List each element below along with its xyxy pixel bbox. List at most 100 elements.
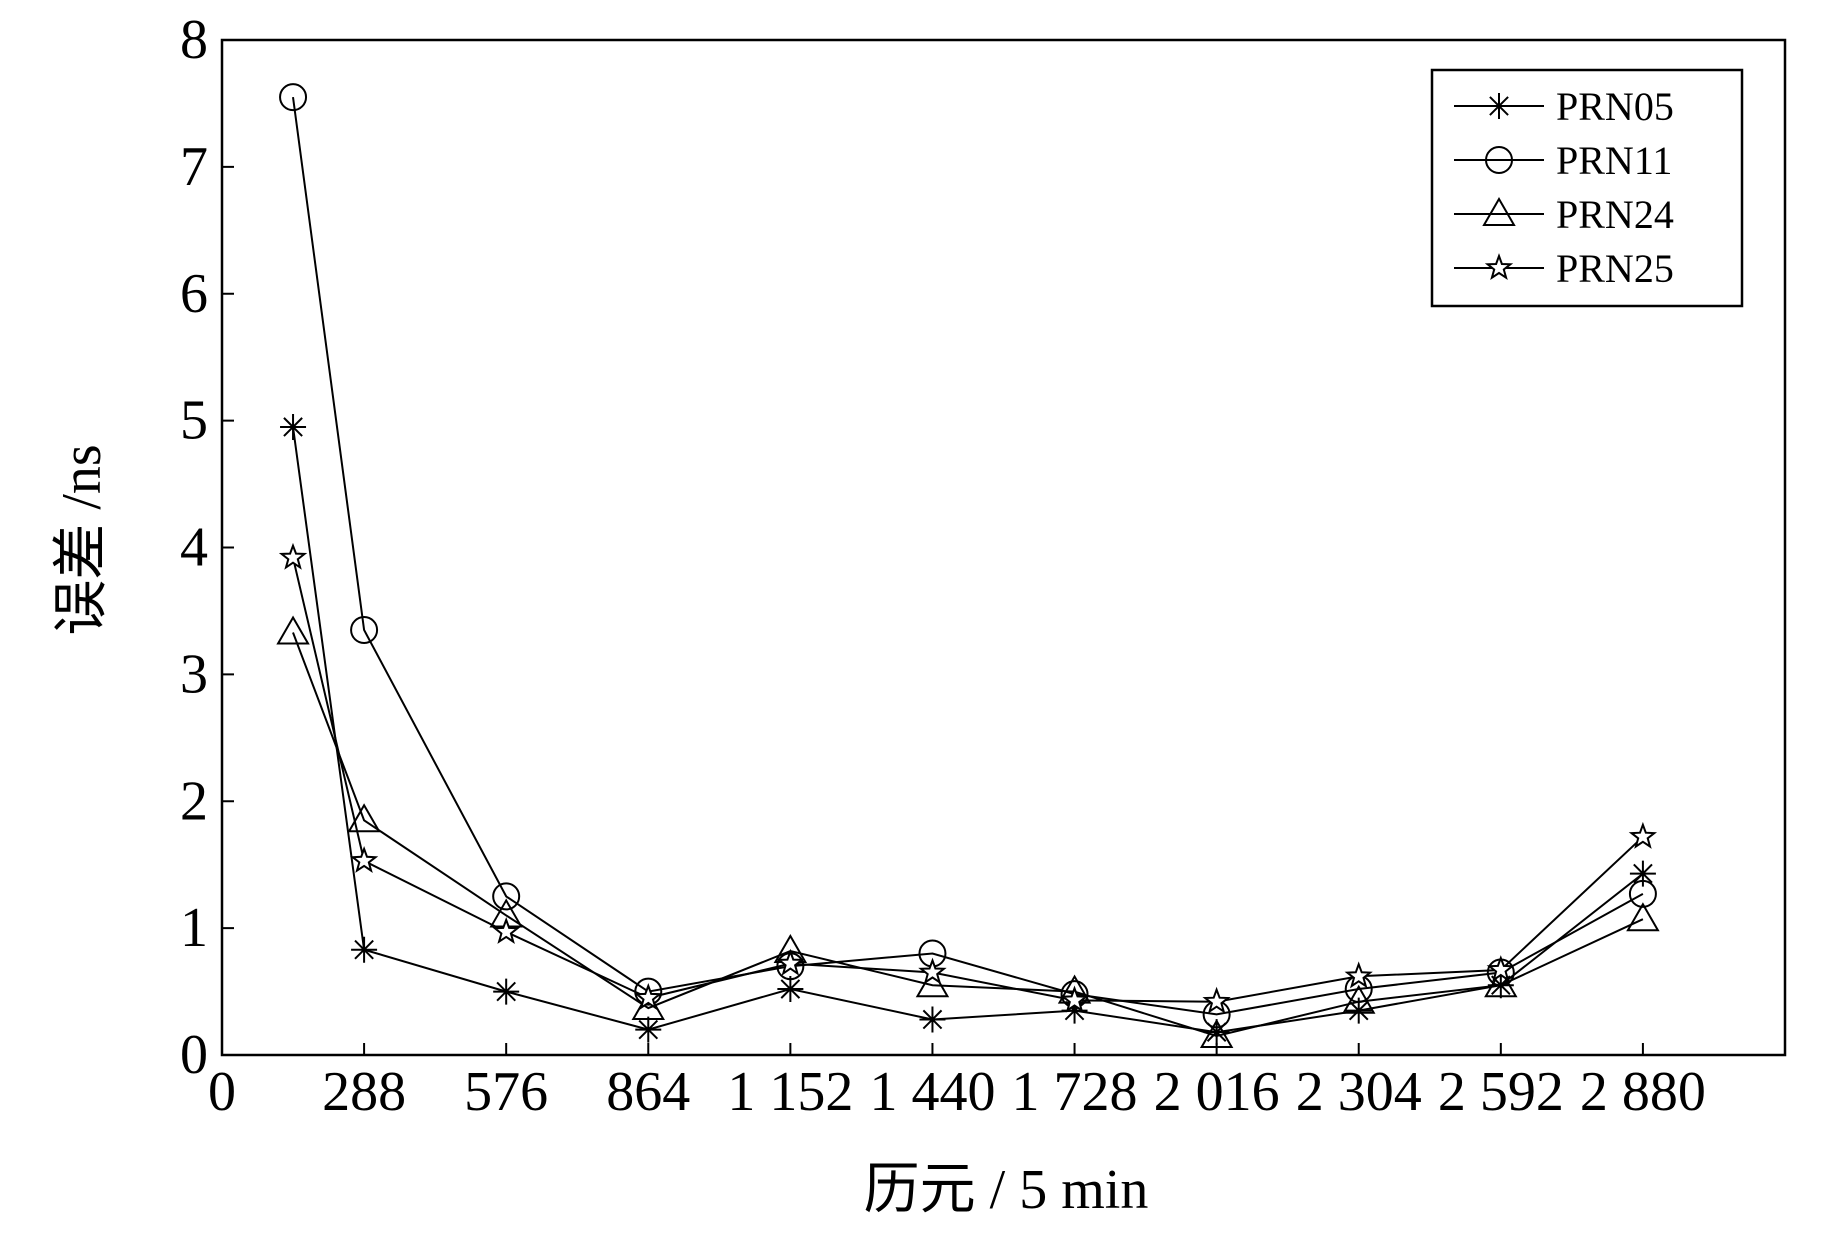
marker-star	[776, 948, 805, 976]
legend-marker-prn05	[1486, 93, 1512, 119]
marker-star	[1344, 961, 1373, 989]
legend: PRN05 PRN11 PRN24 PRN25	[1430, 68, 1744, 308]
data-point-prn05	[919, 1006, 946, 1033]
series-line-prn25	[292, 557, 1644, 1003]
y-tick-label: 5	[180, 390, 208, 452]
legend-item-prn25: PRN25	[1454, 246, 1674, 291]
marker-circle	[350, 615, 379, 644]
marker-triangle	[1341, 984, 1376, 1014]
marker-star	[634, 983, 663, 1010]
data-point-prn25	[278, 542, 308, 570]
marker-circle	[279, 83, 308, 112]
legend-marker-prn11	[1485, 146, 1513, 174]
series-line-prn11	[292, 96, 1644, 1016]
data-point-prn25	[1486, 955, 1515, 983]
data-point-prn05	[351, 936, 378, 963]
y-tick-label: 7	[180, 136, 208, 198]
series-line-prn05	[292, 426, 1644, 1034]
marker-triangle	[1484, 968, 1518, 998]
legend-item-prn05: PRN05	[1454, 84, 1674, 129]
legend-marker-prn24	[1482, 196, 1516, 226]
marker-star	[1486, 955, 1515, 983]
marker-star	[278, 542, 308, 570]
data-point-prn24	[1484, 968, 1518, 998]
data-point-prn05	[493, 978, 520, 1005]
data-point-prn05	[1061, 997, 1088, 1024]
x-tick-label: 0	[208, 1061, 236, 1123]
marker-asterisk	[1203, 1019, 1230, 1046]
marker-circle	[1485, 146, 1513, 174]
data-point-prn05	[777, 976, 804, 1003]
marker-star	[1628, 821, 1658, 849]
data-point-prn25	[349, 845, 379, 873]
marker-circle	[1060, 980, 1089, 1009]
x-axis-label: 历元 / 5 min	[864, 1159, 1149, 1221]
x-tick-label: 864	[606, 1061, 690, 1123]
y-tick-label: 4	[180, 517, 208, 579]
y-tick-label: 2	[180, 770, 208, 832]
data-point-prn25	[492, 917, 521, 944]
marker-triangle	[1199, 1018, 1234, 1048]
legend-label-prn25: PRN25	[1556, 246, 1674, 291]
series-layer	[276, 83, 1660, 1048]
data-point-prn05	[635, 1016, 662, 1043]
x-tick-label: 288	[322, 1061, 406, 1123]
data-point-prn11	[350, 615, 379, 644]
data-point-prn05	[280, 413, 307, 440]
data-point-prn24	[1199, 1018, 1234, 1048]
data-point-prn25	[1628, 821, 1658, 849]
marker-asterisk	[919, 1006, 946, 1033]
marker-star	[1202, 986, 1231, 1014]
x-tick-label: 1 728	[1012, 1061, 1138, 1123]
x-tick-label: 2 880	[1580, 1061, 1706, 1123]
marker-asterisk	[280, 413, 307, 440]
data-point-prn05	[1203, 1019, 1230, 1046]
x-tick-label: 1 152	[727, 1061, 853, 1123]
data-point-prn05	[1629, 860, 1656, 887]
marker-circle	[1628, 879, 1657, 908]
marker-triangle	[276, 615, 310, 645]
legend-label-prn24: PRN24	[1556, 192, 1674, 237]
series-line-prn24	[292, 632, 1644, 1038]
y-tick-label: 3	[180, 643, 208, 705]
marker-asterisk	[1061, 997, 1088, 1024]
x-tick-label: 2 304	[1296, 1061, 1422, 1123]
data-point-prn05	[1345, 997, 1372, 1024]
legend-label-prn05: PRN05	[1556, 84, 1674, 129]
data-point-prn25	[918, 957, 947, 985]
y-tick-label: 6	[180, 263, 208, 325]
data-point-prn25	[776, 948, 805, 976]
marker-asterisk	[1486, 93, 1512, 119]
marker-triangle	[1482, 196, 1516, 226]
y-axis-label: 误差 /ns	[51, 444, 113, 635]
data-point-prn24	[347, 803, 381, 833]
marker-star	[492, 917, 521, 944]
marker-asterisk	[493, 978, 520, 1005]
axes: 0 288 576 864 1 152 1 440 1 728 2 016 2 304 2 592…	[180, 9, 1787, 1123]
marker-asterisk	[635, 1016, 662, 1043]
data-point-prn11	[1628, 879, 1657, 908]
marker-asterisk	[777, 976, 804, 1003]
y-tick-label: 1	[180, 897, 208, 959]
legend-item-prn11: PRN11	[1454, 138, 1672, 183]
marker-star	[1484, 253, 1514, 281]
x-tick-label: 1 440	[869, 1061, 995, 1123]
data-point-prn25	[1202, 986, 1231, 1014]
marker-asterisk	[1629, 860, 1656, 887]
legend-box	[1430, 68, 1744, 308]
data-point-prn24	[1626, 902, 1660, 932]
marker-asterisk	[351, 936, 378, 963]
data-point-prn11	[1060, 980, 1089, 1009]
series-prn25	[278, 542, 1658, 1014]
marker-asterisk	[1345, 997, 1372, 1024]
series-prn05	[280, 413, 1656, 1046]
data-point-prn25	[1344, 961, 1373, 989]
marker-circle	[492, 882, 521, 911]
marker-triangle	[347, 803, 381, 833]
data-point-prn24	[1341, 984, 1376, 1014]
x-tick-label: 2 592	[1438, 1061, 1564, 1123]
marker-star	[918, 957, 947, 985]
legend-item-prn24: PRN24	[1454, 192, 1674, 237]
